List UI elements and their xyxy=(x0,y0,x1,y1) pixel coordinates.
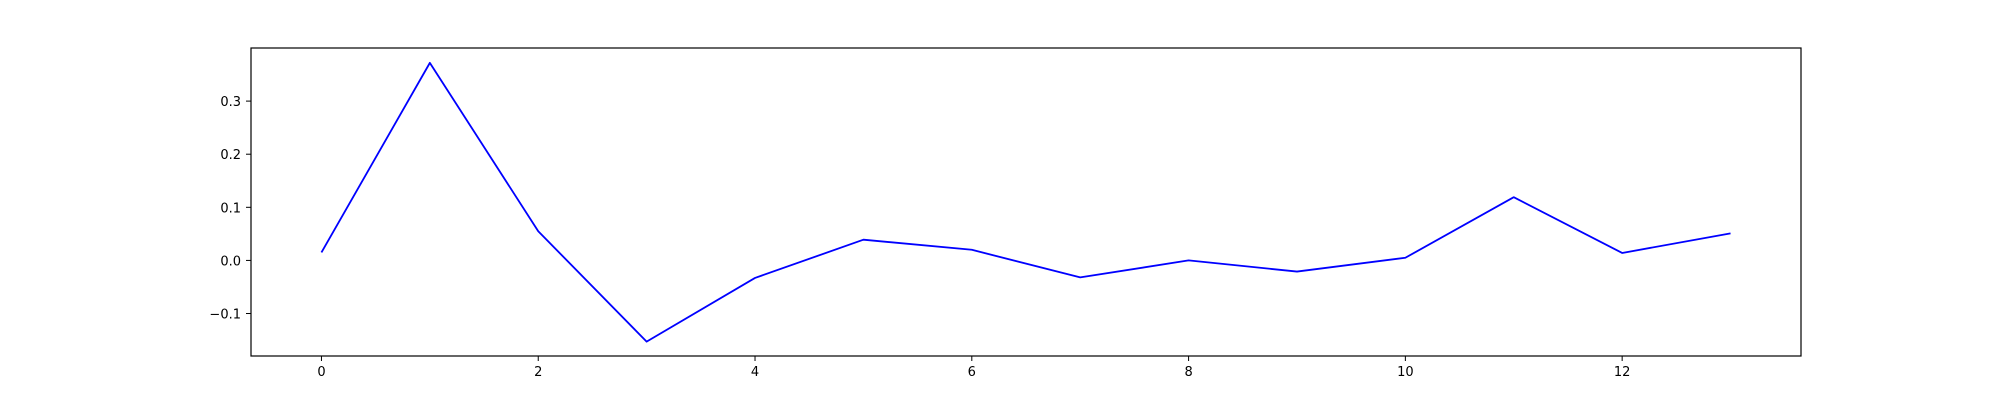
y-tick-label: 0.2 xyxy=(220,148,241,163)
plot-frame xyxy=(250,47,1802,357)
x-tick-label: 8 xyxy=(1184,365,1192,380)
plot-background xyxy=(251,48,1801,356)
x-tick-label: 0 xyxy=(317,365,325,380)
series-line xyxy=(320,61,1731,343)
series-layer xyxy=(320,61,1731,343)
x-tick-label: 4 xyxy=(751,365,759,380)
y-tick-label: −0.1 xyxy=(209,308,241,323)
x-tick-label: 2 xyxy=(534,365,542,380)
x-tick-label: 12 xyxy=(1614,365,1631,380)
x-tick-label: 10 xyxy=(1397,365,1414,380)
x-tick-label: 6 xyxy=(968,365,976,380)
x-axis: 0 2 4 6 8 10 12 xyxy=(317,356,1630,380)
y-tick-label: 0.3 xyxy=(220,95,241,110)
y-tick-label: 0.0 xyxy=(220,254,241,269)
y-axis: −0.1 0.0 0.1 0.2 0.3 xyxy=(209,95,251,323)
y-tick-label: 0.1 xyxy=(220,201,241,216)
